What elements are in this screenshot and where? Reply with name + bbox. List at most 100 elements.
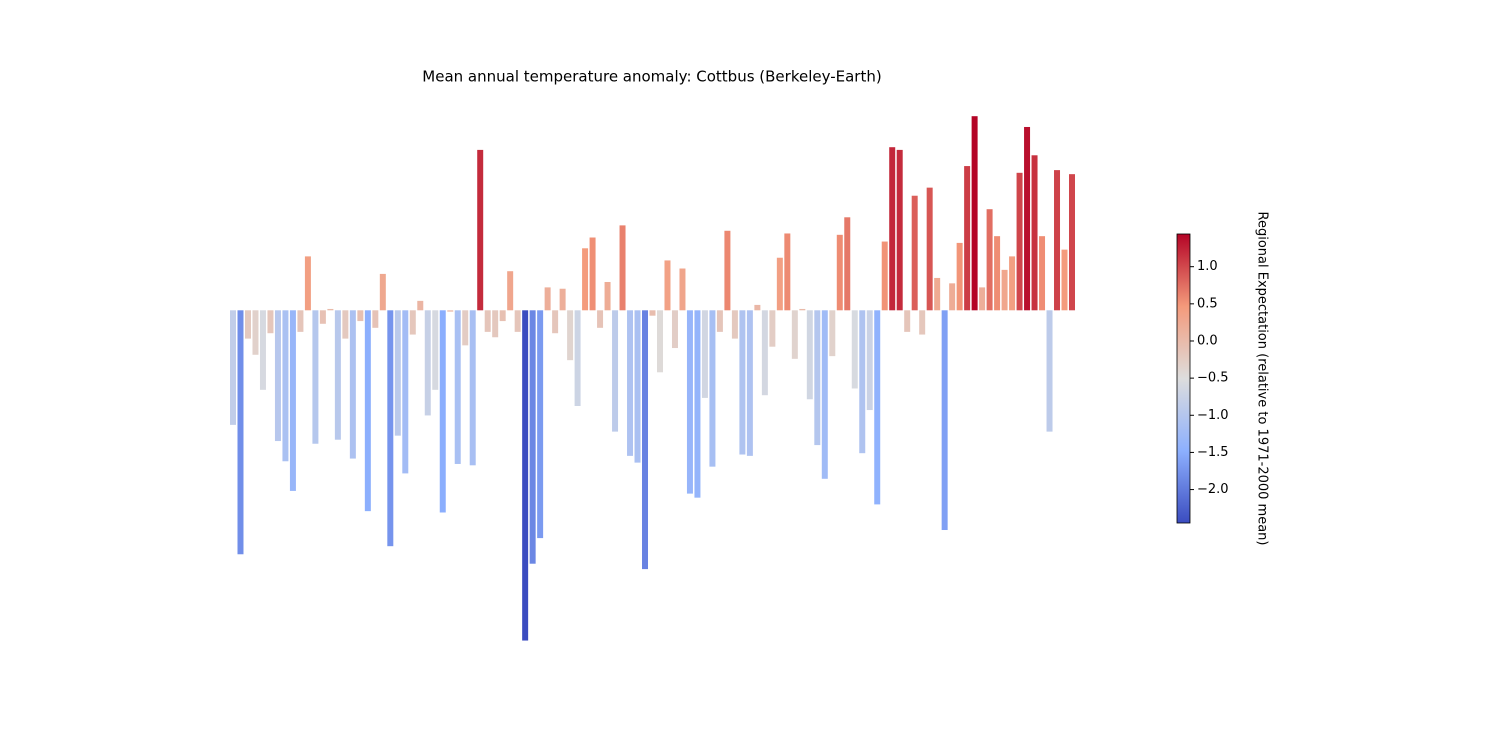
bar (821, 310, 828, 479)
bar (484, 310, 491, 332)
bar (439, 310, 446, 513)
bar (836, 234, 843, 311)
bar (379, 273, 386, 311)
bar (1016, 172, 1023, 311)
bar (342, 310, 349, 339)
bar (537, 310, 544, 539)
colorbar-tick-label: −1.5 (1197, 445, 1229, 460)
bar (1001, 269, 1008, 311)
bar (814, 310, 821, 446)
bar (881, 241, 888, 311)
bar (514, 310, 521, 332)
bar (964, 166, 971, 311)
colorbar-tick-label: 0.0 (1197, 333, 1218, 348)
bar (394, 310, 401, 436)
bar (402, 310, 409, 474)
bar (289, 310, 296, 491)
bar (1031, 155, 1038, 311)
bar (409, 310, 416, 335)
bar (529, 310, 536, 564)
bar (784, 233, 791, 311)
colorbar-tick-label: 0.5 (1197, 296, 1218, 311)
colorbar-tick-label: −1.0 (1197, 408, 1229, 423)
bar (844, 217, 851, 311)
bar (477, 149, 484, 311)
bar (919, 310, 926, 335)
bar (499, 310, 506, 322)
bar (559, 288, 566, 311)
bar (716, 310, 723, 332)
chart-title: Mean annual temperature anomaly: Cottbus… (422, 68, 881, 86)
bar (492, 310, 499, 338)
bar (252, 310, 259, 355)
bar (709, 310, 716, 467)
bar (956, 242, 963, 311)
bar (1039, 236, 1046, 311)
colorbar (1176, 233, 1191, 524)
bar (911, 195, 918, 311)
bar (364, 310, 371, 512)
bar (327, 308, 334, 311)
bar (889, 147, 896, 311)
bar (274, 310, 281, 442)
bar (589, 237, 596, 311)
bar (806, 310, 813, 400)
bar (469, 310, 476, 466)
bar (282, 310, 289, 462)
bar (986, 209, 993, 311)
bar (237, 310, 244, 555)
bar (619, 225, 626, 311)
bar (769, 310, 776, 347)
bar (649, 310, 656, 316)
bar (926, 187, 933, 311)
bar (387, 310, 394, 547)
bar (701, 310, 708, 398)
bar (731, 310, 738, 339)
bar (656, 310, 663, 373)
bar (776, 257, 783, 311)
bar (522, 310, 529, 641)
bar (1009, 256, 1016, 311)
bar (304, 256, 311, 311)
bar (866, 310, 873, 411)
bar (259, 310, 266, 390)
bar (1046, 310, 1053, 432)
bar (791, 310, 798, 359)
bar (454, 310, 461, 464)
bar (1024, 126, 1031, 311)
bar (230, 310, 236, 425)
bar (829, 310, 836, 357)
colorbar-tick-label: −0.5 (1197, 371, 1229, 386)
bar (874, 310, 881, 505)
bar (724, 230, 731, 311)
bar (679, 268, 686, 311)
colorbar-tick-label: 1.0 (1197, 259, 1218, 274)
colorbar-label: Regional Expectation (relative to 1971-2… (1255, 212, 1270, 546)
colorbar-tick-label: −2.0 (1197, 482, 1229, 497)
bar (1069, 174, 1075, 311)
bar (799, 308, 806, 311)
bar (267, 310, 274, 334)
bar (904, 310, 911, 332)
bar (979, 287, 986, 311)
bar (934, 277, 941, 311)
bar (896, 149, 903, 311)
bar (664, 260, 671, 311)
bar (552, 310, 559, 334)
bar (447, 310, 454, 312)
bar (312, 310, 319, 444)
bar (244, 310, 251, 339)
bar (1054, 170, 1061, 311)
bar (297, 310, 304, 332)
bar (462, 310, 469, 346)
bar (851, 310, 858, 389)
bar (357, 310, 364, 322)
bar (612, 310, 619, 432)
bar (544, 287, 551, 311)
bar (1061, 249, 1068, 311)
bar (971, 116, 978, 311)
bar (582, 248, 589, 311)
bar (642, 310, 649, 570)
bar (686, 310, 693, 494)
